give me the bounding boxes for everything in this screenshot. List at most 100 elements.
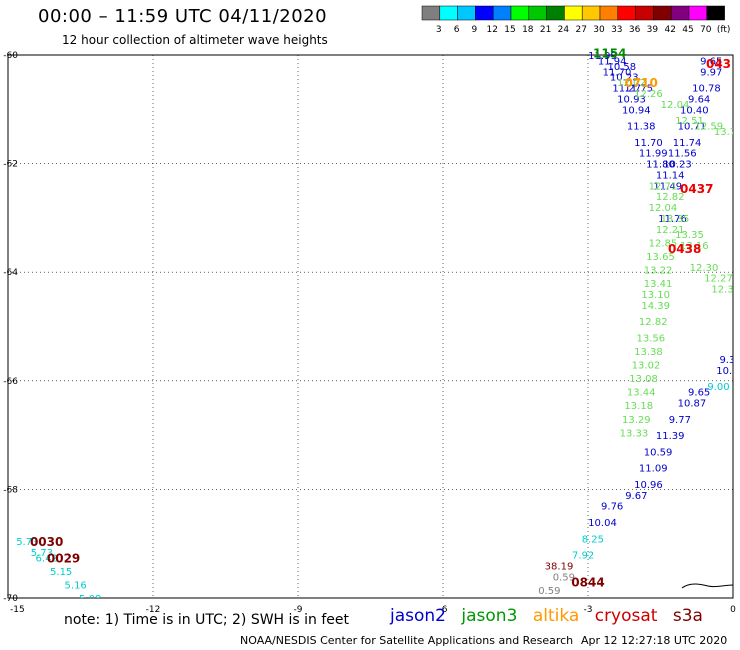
colorbar-tick-label: 15 (504, 25, 515, 35)
wave-height-label: 9.67 (625, 491, 647, 502)
wave-height-label: 10.96 (634, 480, 663, 491)
wave-height-label: 14.39 (641, 301, 670, 312)
colorbar-tick-label: 42 (664, 25, 675, 35)
wave-height-label: 13.38 (634, 347, 663, 358)
wave-height-label: 13.02 (632, 361, 661, 372)
chart-title: 00:00 – 11:59 UTC 04/11/2020 (38, 6, 328, 27)
colorbar-tick-label: 24 (558, 25, 570, 35)
wave-height-label: 11.76 (658, 214, 687, 225)
wave-height-label: 12.04 (661, 100, 690, 111)
y-tick-label: -62 (3, 160, 18, 170)
wave-height-label: 7.92 (572, 551, 594, 562)
x-tick-label: -15 (10, 605, 25, 615)
wave-height-label: 13.29 (622, 415, 651, 426)
wave-height-label: 13.35 (675, 230, 704, 241)
wave-height-label: 13.35 (661, 214, 690, 225)
y-tick-label: -68 (3, 485, 18, 495)
wave-height-label: 12.21 (656, 225, 685, 236)
time-label: 0844 (571, 576, 604, 590)
wave-height-label: 12.02 (617, 78, 646, 89)
wave-height-label: 5.73 (16, 537, 38, 548)
colorbar-swatch (421, 5, 441, 21)
wave-height-label: 11.09 (639, 464, 668, 475)
wave-height-label: 11.94 (598, 56, 627, 67)
color-scale-legend: 3 6 9 12 15 18 21 24 27 30 33 36 39 42 45 70 (ft) (421, 5, 731, 35)
wave-height-label: 12.82 (639, 317, 668, 328)
colorbar-swatch (635, 5, 654, 21)
colorbar-swatch (617, 5, 636, 21)
wave-height-label: 13.18 (624, 401, 653, 412)
wave-height-label: 10.40 (680, 105, 709, 116)
wave-height-label: 12.85 (649, 238, 678, 249)
colorbar-tick-label: 27 (575, 25, 586, 35)
y-tick-label: -60 (3, 51, 18, 61)
time-label: 0437 (680, 182, 713, 196)
colorbar-tick-label: 9 (472, 25, 478, 35)
wave-height-label: 13.41 (644, 279, 673, 290)
wave-height-label: 13.08 (629, 374, 658, 385)
coastline (681, 583, 734, 589)
legend-cryosat: cryosat (594, 606, 658, 626)
wave-height-label: 10.04 (588, 518, 617, 529)
colorbar-swatch (439, 5, 458, 21)
colorbar-tick-label: 6 (454, 25, 460, 35)
wave-height-label: 11.38 (627, 122, 656, 133)
x-tick-label: -12 (146, 605, 161, 615)
wave-height-label: 10.93 (617, 94, 646, 105)
x-tick-label: -6 (439, 605, 448, 615)
time-label: 0438 (668, 242, 701, 256)
wave-height-label: 13.22 (644, 265, 673, 276)
wave-height-label: 9.64 (688, 94, 710, 105)
plot-frame (7, 54, 734, 599)
wave-height-label: 12.26 (634, 89, 663, 100)
colorbar-tick-label: (ft) (717, 25, 731, 35)
colorbar-swatch (670, 5, 690, 21)
wave-height-label: 11.99 (639, 149, 668, 160)
wave-height-label: 38.19 (545, 561, 574, 572)
colorbar-swatch (688, 5, 708, 21)
wave-height-label: 11.49 (653, 181, 682, 192)
x-tick-label: 0 (730, 605, 736, 615)
colorbar-swatch (564, 5, 583, 21)
legend-jason3: jason3 (461, 606, 518, 626)
colorbar-swatch (581, 5, 601, 21)
wave-height-label: 11.80 (646, 160, 675, 171)
wave-height-label: 10.23 (610, 73, 639, 84)
wave-height-label: 11.70 (603, 67, 632, 78)
wave-height-label: 13.65 (646, 252, 675, 263)
wave-height-label: 9.00 (707, 382, 729, 393)
x-tick-label: -9 (294, 605, 303, 615)
colorbar-tick-label: 39 (647, 25, 659, 35)
wave-height-label: 11.39 (656, 431, 685, 442)
wave-height-label: 12.51 (675, 116, 704, 127)
wave-height-label: 11.74 (673, 138, 702, 149)
wave-height-label: 13.10 (641, 290, 670, 301)
colorbar-swatch (653, 5, 672, 21)
colorbar-tick-label: 3 (436, 25, 442, 35)
legend-jason2: jason2 (390, 606, 446, 626)
colorbar-swatch (528, 5, 547, 21)
wave-height-label: 12.27 (704, 274, 733, 285)
wave-height-label: 5.15 (50, 567, 72, 578)
colorbar-swatch (457, 5, 476, 21)
wave-height-label: 10.87 (678, 399, 707, 410)
wave-height-label: 11.99 (588, 51, 617, 62)
wave-height-label: 13.33 (620, 428, 649, 439)
x-tick-label: -3 (584, 605, 593, 615)
wave-height-label: 8.25 (582, 534, 604, 545)
credit-text: NOAA/NESDIS Center for Satellite Applica… (240, 634, 574, 647)
colorbar-tick-label: 36 (629, 25, 641, 35)
wave-height-label: 6.42 (36, 553, 58, 564)
wave-height-label: 11.14 (656, 170, 685, 181)
wave-height-label: 11.56 (668, 149, 697, 160)
wave-height-label: 9.65 (688, 388, 710, 399)
wave-height-label: 11.75 (624, 84, 653, 95)
colorbar-swatch (706, 5, 725, 21)
time-label: 0029 (47, 551, 80, 565)
colorbar-tick-label: 33 (611, 25, 622, 35)
plot-area: -15 -12 -9 -6 -3 0-60-62-64-66-68-7011.9911.9… (3, 46, 736, 615)
colorbar-swatch (546, 5, 565, 21)
wave-height-label: 12.71 (649, 181, 678, 192)
wave-height-label: 11.70 (634, 138, 663, 149)
